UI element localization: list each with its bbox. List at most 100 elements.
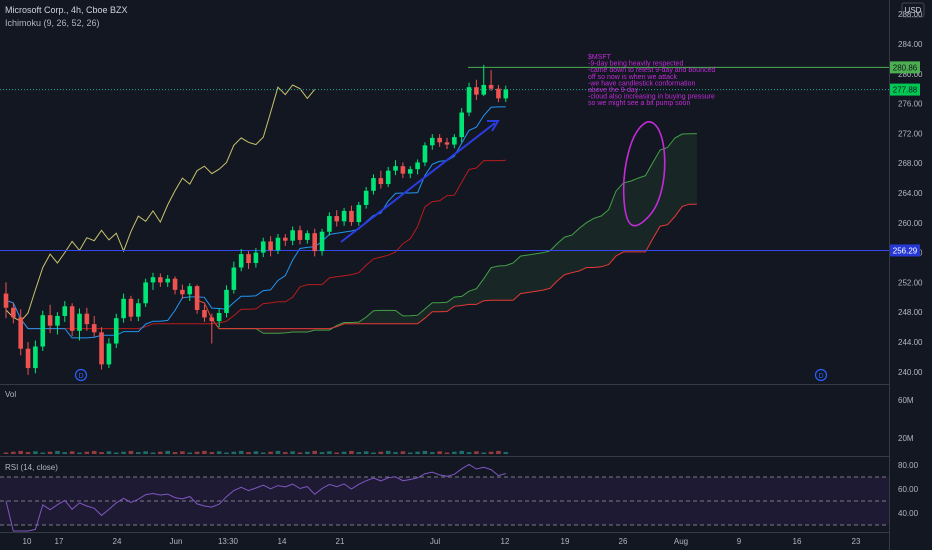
candle (481, 64, 487, 97)
time-tick-label: 17 (55, 537, 64, 546)
price-tick-label: 248.00 (898, 308, 923, 317)
candle-body (444, 142, 450, 145)
candle-body (3, 293, 9, 308)
candle (55, 312, 60, 335)
cloud-segment (454, 296, 462, 307)
candle (290, 226, 295, 246)
candle (305, 230, 310, 244)
price-tick-label: 284.00 (898, 40, 923, 49)
volume-bar (290, 451, 295, 454)
dividend-marker-may[interactable]: D (74, 368, 88, 382)
volume-bar (297, 452, 303, 454)
price-tick-label: 276.00 (898, 100, 923, 109)
candle-body (187, 286, 193, 295)
price-axis[interactable]: 288.00 284.00 280.00 276.00 272.00 268.00 264.… (898, 10, 923, 377)
candle-body (437, 137, 442, 143)
cloud-segment (667, 138, 675, 225)
trend-arrow-line[interactable] (340, 122, 496, 243)
candle-body (385, 170, 391, 185)
candle-body (312, 233, 317, 252)
candle (474, 79, 479, 100)
price-tick-label: 244.00 (898, 338, 923, 347)
cloud-segment (660, 147, 668, 227)
tenkan-sen-line (5, 106, 506, 339)
rsi-tick-label: 40.00 (898, 509, 919, 518)
price-tick-label: 268.00 (898, 159, 923, 168)
candle (113, 313, 119, 348)
candle (231, 261, 237, 294)
candle-body (231, 267, 237, 290)
annotation-text[interactable]: $MSFT-9-day being heavily respected-came… (588, 54, 715, 107)
candle (150, 272, 156, 290)
candle-body (481, 84, 487, 95)
annotation-line: -cloud also increasing in buying pressur… (588, 94, 715, 101)
cloud-segment (491, 266, 499, 301)
candle-body (84, 313, 90, 325)
candle-body (136, 303, 141, 317)
candle (283, 233, 288, 246)
dividend-marker-aug[interactable]: D (814, 368, 828, 382)
volume-bar (143, 451, 148, 454)
candle (415, 159, 420, 175)
candle-body (165, 278, 170, 283)
candle (459, 108, 464, 143)
candle-body (422, 145, 428, 163)
candle-body (253, 252, 259, 264)
currency-box[interactable] (901, 2, 925, 18)
candle (385, 166, 391, 188)
candle-body (260, 241, 266, 253)
volume-bar (194, 451, 200, 454)
candle (99, 327, 104, 370)
volume-bar (224, 452, 229, 454)
cloud-segment (601, 209, 609, 267)
dividend-label: D (818, 373, 823, 380)
cloud-segment (505, 263, 514, 301)
candle-body (11, 307, 16, 318)
time-tick-label: 16 (793, 537, 802, 546)
volume-bar (481, 452, 487, 454)
time-axis[interactable]: 10 17 24 Jun 13:30 14 21 Jul 12 19 26 Aug 9 16 23 (23, 537, 861, 546)
candle-body (172, 278, 178, 290)
candle-body (305, 233, 310, 240)
candle-body (319, 231, 325, 252)
candle-body (356, 204, 362, 223)
candle-body (238, 254, 244, 268)
candle (143, 278, 148, 307)
candle-body (224, 289, 229, 313)
price-tick-label: 240.00 (898, 368, 923, 377)
rsi-line (5, 463, 506, 532)
candle (106, 338, 112, 369)
cloud-segment (689, 133, 697, 205)
candle-body (474, 87, 479, 95)
rsi-axis: 80.00 60.00 40.00 (898, 461, 919, 518)
candle (349, 205, 354, 226)
time-tick-label: 13:30 (218, 537, 239, 546)
cloud-segment (373, 310, 381, 324)
volume-bar (349, 450, 354, 454)
senkou-span-a-line (196, 133, 697, 334)
candle (165, 274, 170, 287)
candle (488, 70, 494, 91)
candle-body (180, 289, 185, 295)
volume-bar (77, 452, 82, 454)
candle (466, 82, 472, 117)
candle (18, 309, 23, 356)
candle-body (47, 315, 53, 326)
volume-bar (165, 450, 170, 454)
candle (371, 174, 376, 195)
annotation-circle[interactable] (622, 121, 666, 227)
candle-body (503, 89, 509, 99)
volume-bar (25, 452, 31, 454)
kijun-sen-line (5, 159, 506, 330)
volume-bar (136, 452, 141, 454)
volume-bar (466, 452, 472, 454)
last-price-badge (890, 83, 920, 96)
chikou-span-line (5, 84, 316, 322)
annotation-line: -we have candlestick conformation (588, 80, 695, 87)
candle (393, 160, 398, 176)
candle-body (275, 237, 281, 251)
volume-bar (84, 451, 90, 454)
candle-body (77, 313, 82, 331)
candle (194, 284, 200, 314)
